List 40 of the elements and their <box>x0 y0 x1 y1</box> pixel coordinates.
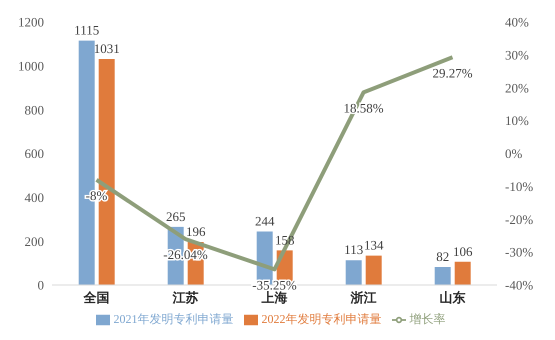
data-label: -8% <box>86 188 108 203</box>
data-label: 244 <box>254 214 275 229</box>
bar <box>366 256 382 285</box>
x-tick-label: 山东 <box>440 290 466 306</box>
y-tick-label: 1200 <box>18 14 44 30</box>
bar <box>454 262 471 285</box>
x-tick-label: 江苏 <box>172 290 198 306</box>
y2-tick-label: 10% <box>505 113 529 128</box>
data-label: 134 <box>364 238 384 253</box>
y-tick-label: 800 <box>24 102 44 118</box>
data-label: -26.04% <box>163 247 208 262</box>
y-tick-label: 600 <box>24 146 44 162</box>
y-tick-label: 0 <box>38 278 44 293</box>
x-tick-label: 上海 <box>260 290 288 306</box>
legend-label: 2021年发明专利申请量 <box>114 312 234 326</box>
y-tick-label: 200 <box>24 234 44 249</box>
data-label: 1115 <box>74 22 100 38</box>
y2-tick-label: -40% <box>505 278 534 293</box>
data-label: 113 <box>344 242 364 258</box>
y-tick-label: 1000 <box>18 58 44 74</box>
data-label: 196 <box>186 224 206 240</box>
y2-tick-label: 40% <box>505 14 529 30</box>
data-label: 82 <box>436 249 450 264</box>
y2-tick-label: 0% <box>505 146 522 162</box>
y2-tick-label: -30% <box>505 244 534 260</box>
x-tick-label: 浙江 <box>350 290 376 306</box>
y2-tick-label: -20% <box>505 212 534 227</box>
data-label: 1031 <box>94 41 120 56</box>
bar <box>434 267 451 285</box>
y2-tick-label: -10% <box>505 178 534 194</box>
data-label: 265 <box>166 208 186 224</box>
data-label: 29.27% <box>432 65 473 80</box>
y-tick-label: 400 <box>24 190 44 205</box>
x-tick-label: 全国 <box>82 290 110 306</box>
y2-tick-label: 30% <box>505 47 529 62</box>
legend-label: 增长率 <box>410 312 446 326</box>
data-label: 106 <box>452 244 473 259</box>
bar <box>346 260 362 285</box>
legend-label: 2022年发明专利申请量 <box>262 312 382 326</box>
y2-tick-label: 20% <box>505 80 529 96</box>
